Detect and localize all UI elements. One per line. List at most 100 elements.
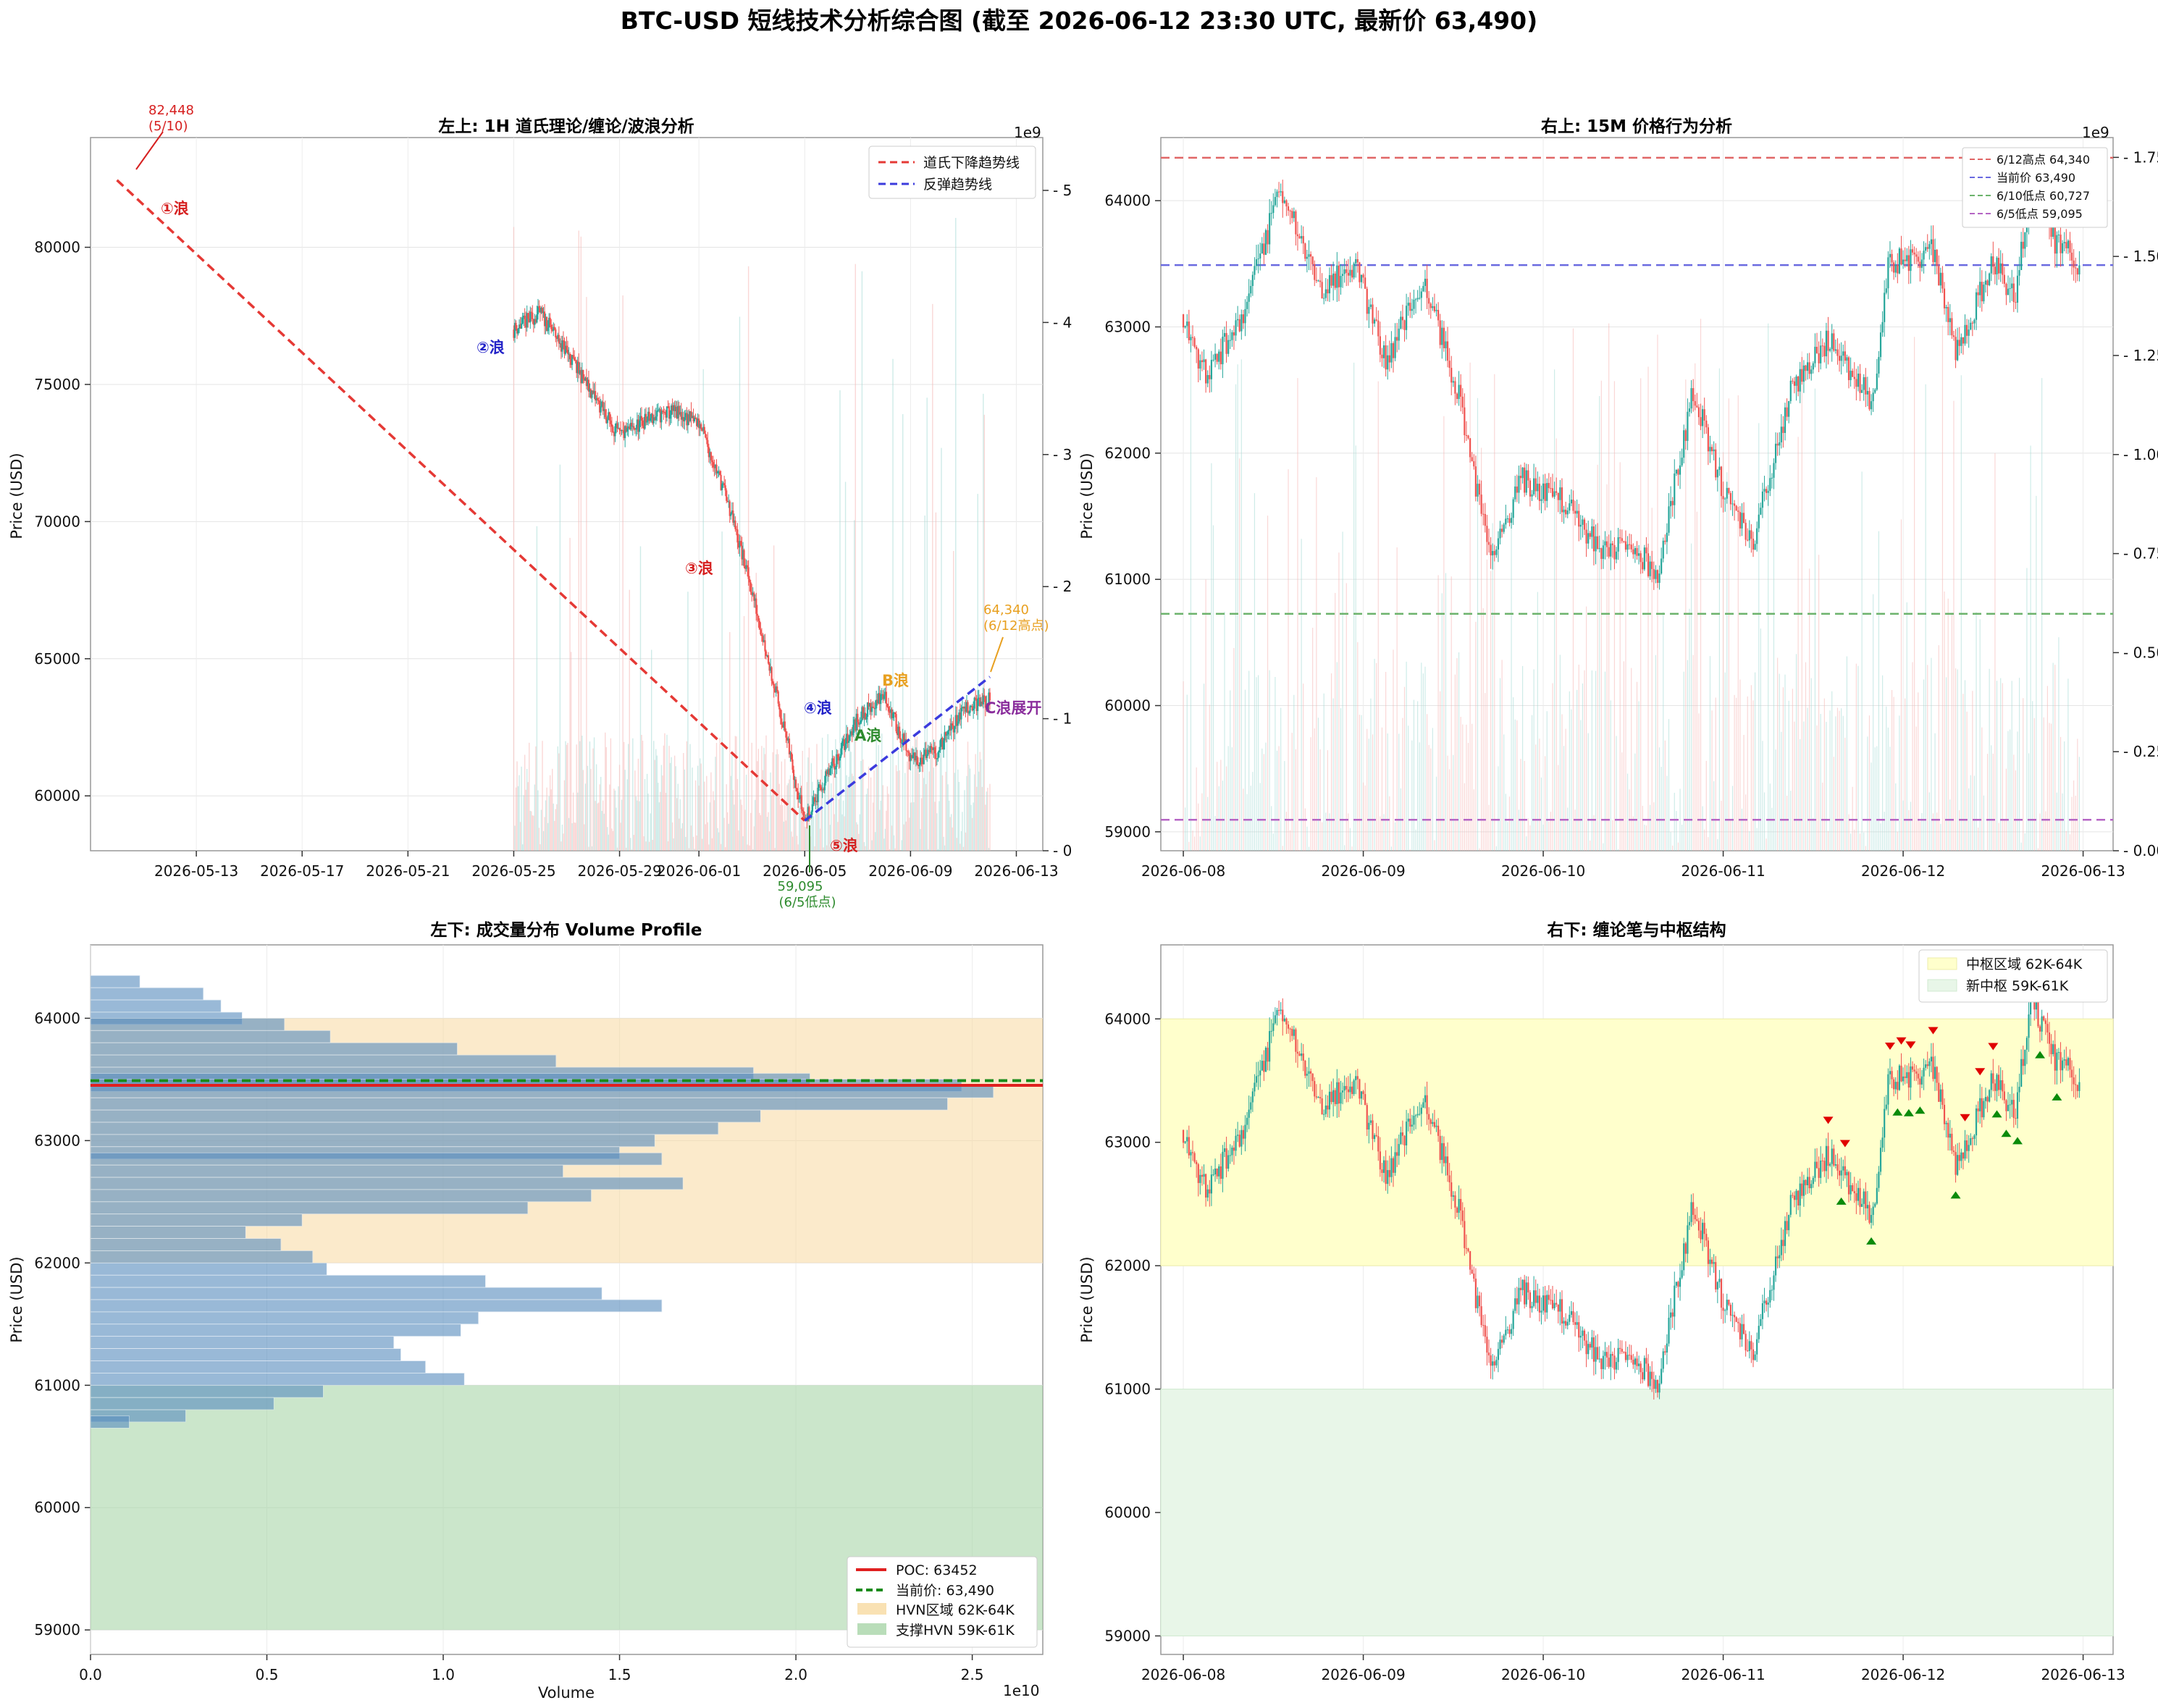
x-tick-label: 2026-06-10 [1501, 1666, 1585, 1683]
candle-body [1741, 1324, 1743, 1339]
candle-body [893, 712, 895, 714]
candle-body [543, 311, 546, 327]
candle-body [2063, 1059, 2065, 1061]
candle-body [1219, 1166, 1222, 1179]
candle-body [1945, 307, 1947, 308]
candle-body [792, 770, 795, 781]
candle-body [1579, 1335, 1582, 1338]
candle-body [1269, 213, 1271, 245]
candle-body [564, 345, 567, 354]
candle-body [1255, 1076, 1258, 1083]
candle-body [1799, 1183, 1801, 1206]
candle-body [1233, 1147, 1235, 1151]
candle-body [1199, 1174, 1201, 1183]
candle-body [1844, 351, 1846, 361]
profile-bar [90, 1109, 761, 1123]
candle-body [868, 702, 871, 707]
candle-body [971, 706, 973, 711]
candle-body [1997, 258, 2000, 274]
y-tick-label: 63000 [1104, 1134, 1151, 1151]
candle-body [530, 311, 532, 313]
candle-body [1747, 1350, 1749, 1352]
candle-body [679, 412, 681, 415]
candle-body [1362, 274, 1364, 278]
candle-body [876, 699, 878, 704]
candle-body [1469, 1251, 1471, 1270]
candle-body [1688, 1221, 1691, 1226]
candle-body [2037, 1001, 2039, 1027]
candle-body [1919, 1078, 1921, 1085]
candle-body [766, 655, 768, 657]
candle-body [1351, 1086, 1353, 1095]
candle-body [1703, 409, 1705, 421]
candle-body [1965, 324, 1968, 336]
candle-body [1784, 407, 1787, 433]
candle-body [1604, 1352, 1606, 1356]
candle-body [593, 391, 595, 394]
candle-body [2009, 288, 2011, 290]
candle-body [1865, 376, 1867, 395]
profile-bar [90, 1238, 282, 1251]
profile-bar [90, 1274, 486, 1288]
candle-body [1287, 206, 1290, 211]
candle-body [648, 411, 650, 421]
candle-body [723, 483, 726, 486]
candle-body [1930, 239, 1933, 245]
candle-body [948, 725, 950, 731]
candle-body [2018, 1086, 2020, 1093]
candle-body [1795, 1190, 1797, 1200]
candle-body [767, 655, 770, 664]
candle-body [1317, 1097, 1319, 1098]
legend-poc: POC: 63452 [896, 1562, 978, 1578]
candle-body [1934, 249, 1936, 263]
candle-body [2007, 1105, 2010, 1111]
candle-body [1647, 553, 1650, 576]
candle-body [1720, 1279, 1723, 1308]
candle-body [1267, 230, 1269, 245]
candle-body [1938, 266, 1940, 286]
candle-body [1739, 1323, 1741, 1339]
candle-body [1516, 486, 1518, 493]
candle-body [2020, 241, 2023, 271]
candle-body [2043, 1016, 2045, 1021]
legend-rebound: 反弹趋势线 [923, 177, 992, 193]
candle-body [1505, 1329, 1507, 1336]
bottom-fractal-marker [1866, 1237, 1877, 1245]
candle-body [742, 550, 744, 560]
candle-body [850, 731, 852, 735]
candle-body [1716, 469, 1718, 478]
candle-body [1619, 537, 1621, 539]
candle-body [1666, 532, 1668, 542]
candle-body [1540, 1311, 1542, 1313]
candle-body [536, 314, 538, 323]
candle-body [2067, 1058, 2069, 1066]
candle-body [1400, 316, 1402, 329]
candle-body [1957, 1155, 1959, 1175]
candle-body [1477, 484, 1479, 497]
candle-body [1687, 1225, 1689, 1254]
candle-body [1696, 1219, 1698, 1221]
candle-body [1414, 299, 1417, 300]
profile-bar [90, 1324, 461, 1337]
candle-body [1450, 1182, 1453, 1197]
candle-body [1637, 553, 1640, 556]
candle-body [1675, 1282, 1677, 1286]
candle-body [1212, 1174, 1214, 1175]
candle-body [784, 721, 786, 731]
candle-body [534, 319, 537, 323]
candle-body [1605, 1352, 1608, 1358]
candle-body [931, 748, 933, 750]
candle-body [1881, 1137, 1884, 1148]
candle-body [1640, 553, 1642, 563]
candle-body [1958, 1155, 1960, 1161]
candle-body [1812, 1177, 1814, 1185]
top-fractal-marker [1988, 1043, 1999, 1051]
candle-body [1492, 1361, 1494, 1366]
candle-body [825, 771, 827, 783]
candle-body [1280, 1009, 1282, 1011]
candle-body [1932, 1056, 1934, 1080]
right-tick-label: - 0.50 [2123, 644, 2158, 661]
candle-body [1566, 1321, 1569, 1326]
candle-body [1285, 200, 1288, 207]
